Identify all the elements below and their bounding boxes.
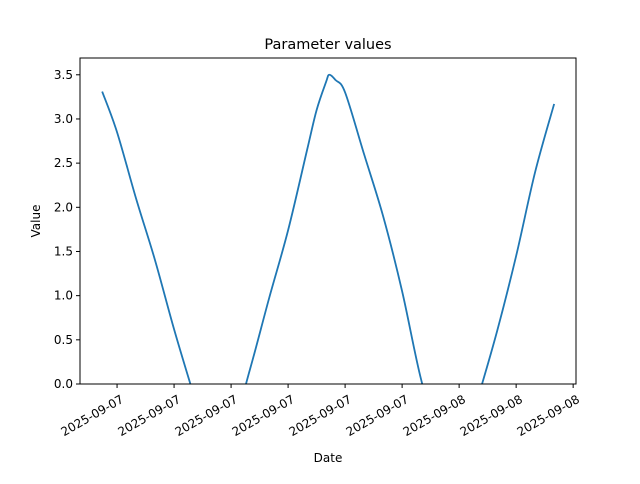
x-tick-label: 2025-09-08 bbox=[515, 392, 582, 439]
y-tick-label: 2.5 bbox=[54, 156, 73, 170]
series-line-0 bbox=[101, 73, 556, 384]
y-axis: 0.0 0.5 1.0 1.5 2.0 2.5 3.0 3.5 bbox=[54, 68, 80, 391]
x-tick-label: 2025-09-08 bbox=[401, 392, 468, 439]
x-tick-label: 2025-09-07 bbox=[59, 392, 126, 439]
x-tick-label: 2025-09-07 bbox=[173, 392, 240, 439]
x-tick-label: 2025-09-08 bbox=[458, 392, 525, 439]
chart-title: Parameter values bbox=[264, 37, 391, 53]
y-tick-label: 1.0 bbox=[54, 289, 73, 303]
x-axis-label: Date bbox=[314, 451, 343, 465]
x-tick-label: 2025-09-07 bbox=[344, 392, 411, 439]
y-tick-label: 0.0 bbox=[54, 377, 73, 391]
y-tick-label: 2.0 bbox=[54, 200, 73, 214]
y-tick-label: 0.5 bbox=[54, 333, 73, 347]
y-tick-label: 3.5 bbox=[54, 68, 73, 82]
x-axis: 2025-09-072025-09-072025-09-072025-09-07… bbox=[59, 384, 582, 439]
plot-frame bbox=[79, 57, 577, 385]
y-tick-label: 3.0 bbox=[54, 112, 73, 126]
x-tick-label: 2025-09-07 bbox=[287, 392, 354, 439]
y-tick-label: 1.5 bbox=[54, 244, 73, 258]
y-axis-label: Value bbox=[29, 205, 43, 238]
x-tick-label: 2025-09-07 bbox=[116, 392, 183, 439]
x-tick-label: 2025-09-07 bbox=[230, 392, 297, 439]
